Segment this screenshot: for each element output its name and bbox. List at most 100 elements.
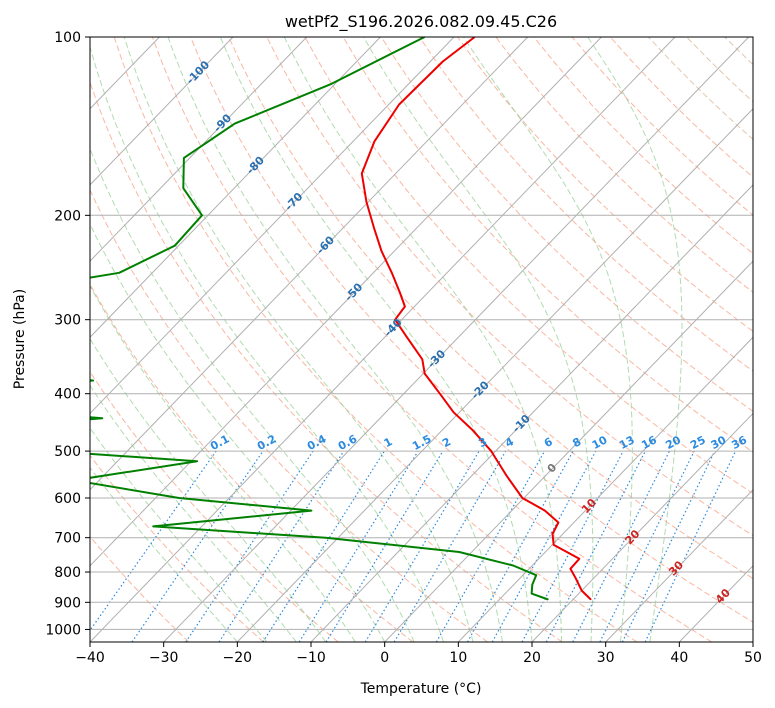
dewpoint-point	[174, 245, 176, 247]
dewpoint-point	[183, 157, 185, 159]
profile-series	[73, 37, 592, 601]
temperature-profile-line	[360, 37, 592, 601]
mixing-ratio-label: 0.6	[336, 432, 360, 453]
skewed-isotherms	[90, 37, 753, 642]
dewpoint-point	[535, 574, 537, 576]
dry-adiabat-line	[495, 37, 753, 293]
mixing-ratio-label: 36	[729, 433, 749, 452]
mixing-ratio-line	[325, 450, 444, 642]
dewpoint-point	[310, 510, 312, 512]
x-tick-label: 0	[380, 650, 389, 666]
dewpoint-point	[101, 417, 103, 419]
isotherm-line	[605, 488, 753, 642]
x-tick-label: −20	[223, 650, 253, 666]
moist-adiabat-line	[167, 37, 503, 642]
moist-adiabat-line	[363, 37, 594, 642]
dry-adiabat-line	[90, 188, 488, 642]
temperature-point	[394, 319, 396, 321]
pressure-gridlines	[90, 37, 753, 630]
x-tick-label: −40	[75, 650, 105, 666]
moist-adiabat-line	[90, 427, 268, 642]
y-axis-label: Pressure (hPa)	[12, 289, 28, 389]
dewpoint-point	[178, 497, 180, 499]
dewpoint-point	[83, 328, 84, 329]
x-tick-label: 30	[597, 650, 615, 666]
moist-adiabats	[90, 37, 683, 642]
isotherm-line	[90, 37, 602, 567]
isotherm-line	[752, 641, 753, 642]
dewpoint-point	[531, 584, 533, 586]
mixing-ratio-line	[364, 450, 480, 642]
dry-adiabat-line	[90, 80, 563, 642]
moist-adiabat-line	[283, 37, 562, 642]
temperature-point	[544, 510, 546, 512]
moist-adiabat-line	[90, 284, 356, 642]
mixing-ratio-label: 0.1	[208, 432, 231, 453]
moist-adiabat-line	[587, 37, 683, 642]
temperature-point	[373, 227, 375, 229]
line-labels: -100-90-80-70-60-50-40-30-20-10010203040…	[184, 58, 750, 606]
temperature-point	[391, 272, 393, 274]
temperature-point	[365, 201, 368, 203]
temperature-point	[569, 568, 572, 570]
x-tick-label: −30	[149, 650, 179, 666]
mixing-ratio-label: 0.4	[305, 432, 329, 453]
temperature-point	[581, 590, 583, 592]
moist-adiabat-line	[463, 37, 633, 642]
dewpoint-profile-line	[90, 37, 549, 601]
isotherm-line	[90, 37, 676, 642]
mixing-ratio-label: 13	[617, 433, 637, 452]
dry-adiabat-line	[342, 37, 753, 453]
y-tick-label: 500	[54, 444, 81, 460]
dry-adiabats	[90, 37, 775, 642]
temperature-point	[521, 497, 524, 499]
dewpoint-point	[458, 551, 460, 553]
mixing-ratio-label: 4	[503, 435, 516, 450]
y-tick-label: 900	[54, 595, 81, 611]
x-tick-label: 50	[744, 650, 762, 666]
dry-adiabat-line	[113, 37, 638, 642]
x-axis-label: Temperature (°C)	[360, 681, 482, 697]
y-tick-label: 600	[54, 491, 81, 507]
dry-adiabat-line	[763, 37, 775, 642]
temperature-point	[578, 558, 580, 560]
dry-adiabat-line	[304, 37, 753, 495]
temperature-point	[590, 598, 592, 601]
dewpoint-point	[531, 593, 533, 595]
dry-adiabat-line	[686, 37, 753, 103]
dewpoint-point	[547, 598, 549, 601]
dry-adiabat-line	[533, 37, 753, 255]
y-tick-label: 100	[54, 30, 81, 46]
isotherm-line	[310, 184, 753, 642]
moist-adiabat-line	[219, 37, 533, 642]
mixing-ratio-label: 30	[709, 433, 729, 452]
dry-adiabat-line	[571, 37, 753, 216]
dewpoint-point	[325, 537, 327, 539]
dewpoint-point	[330, 83, 332, 85]
mixing-ratio-label: 16	[639, 433, 659, 452]
dewpoint-point	[92, 379, 94, 382]
temperature-point	[442, 60, 444, 63]
y-tick-label: 1000	[45, 622, 81, 638]
mixing-ratio-label: 20	[663, 433, 683, 452]
dry-adiabat-line	[90, 535, 190, 642]
moist-adiabat-line	[90, 337, 327, 642]
dewpoint-point	[182, 187, 184, 189]
dry-adiabat-line	[266, 37, 753, 537]
mixing-ratio-line	[599, 450, 695, 642]
mixing-ratio-line	[90, 450, 217, 632]
mixing-ratio-label: 10	[590, 433, 610, 452]
mixing-ratio-line	[262, 450, 385, 642]
temperature-point	[439, 393, 441, 395]
isotherm-line	[90, 37, 308, 262]
mixing-ratio-line	[572, 450, 671, 642]
x-axis-ticks: −40 −30 −20 −10 0 10 20 30 40 50	[75, 642, 762, 666]
dewpoint-point	[73, 480, 74, 481]
y-tick-label: 400	[54, 387, 81, 403]
moist-adiabat-line	[90, 223, 386, 642]
mixing-ratio-lines	[90, 450, 737, 642]
y-tick-label: 300	[54, 313, 81, 329]
dewpoint-point	[512, 564, 514, 567]
isotherm-line	[384, 260, 753, 642]
